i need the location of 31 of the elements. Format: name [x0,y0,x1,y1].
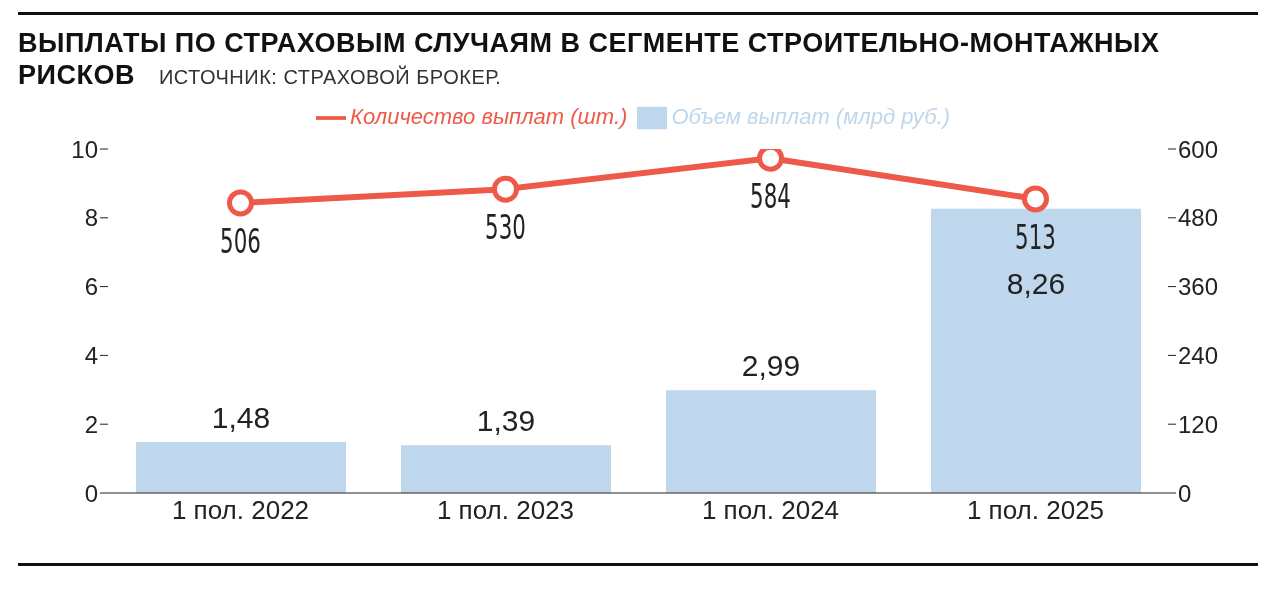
y-tick-label: 8 [84,204,98,232]
x-tick-label: 1 пол. 2023 [436,495,575,526]
bar [136,442,346,493]
data-label: 530 [485,207,526,248]
y2-tick-label: 360 [1178,273,1219,301]
y-tick-label: 4 [84,341,98,369]
data-label: 1,48 [211,401,271,435]
y2-tick-label: 600 [1178,135,1219,163]
bar [401,445,611,493]
data-label: 584 [750,176,791,217]
data-label: 1,39 [476,404,536,438]
y-tick-label: 6 [84,273,98,301]
x-tick-label: 1 пол. 2025 [966,495,1105,526]
data-label: 513 [1015,217,1056,257]
text: ИСТОЧНИК: СТРАХОВОЙ БРОКЕР. [158,66,502,88]
data-label: 506 [220,221,261,261]
data-label: 2,99 [741,349,801,383]
y-tick-label: 0 [84,479,98,507]
legend-label: Объем выплат (млрд руб.) [671,103,950,129]
x-tick-label: 1 пол. 2024 [701,495,840,526]
legend-label: Количество выплат (шт.) [350,103,628,129]
bar [666,390,876,493]
bar [931,208,1141,493]
y2-tick-label: 120 [1178,410,1219,438]
data-label: 8,26 [1006,266,1066,300]
y-tick-label: 2 [84,410,98,438]
x-tick-label: 1 пол. 2022 [171,495,310,526]
y-tick-label: 10 [71,135,98,163]
y2-tick-label: 480 [1178,204,1219,232]
y2-tick-label: 0 [1178,479,1192,507]
y2-tick-label: 240 [1178,341,1219,369]
